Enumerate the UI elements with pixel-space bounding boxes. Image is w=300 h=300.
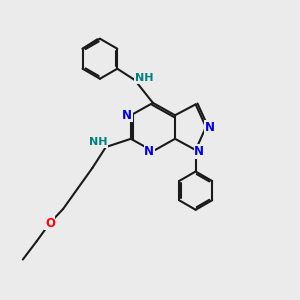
Text: N: N — [122, 109, 132, 122]
Text: N: N — [205, 121, 215, 134]
Text: NH: NH — [135, 74, 153, 83]
Text: N: N — [144, 145, 154, 158]
Text: NH: NH — [88, 137, 107, 147]
Text: O: O — [45, 217, 55, 230]
Text: N: N — [194, 145, 204, 158]
